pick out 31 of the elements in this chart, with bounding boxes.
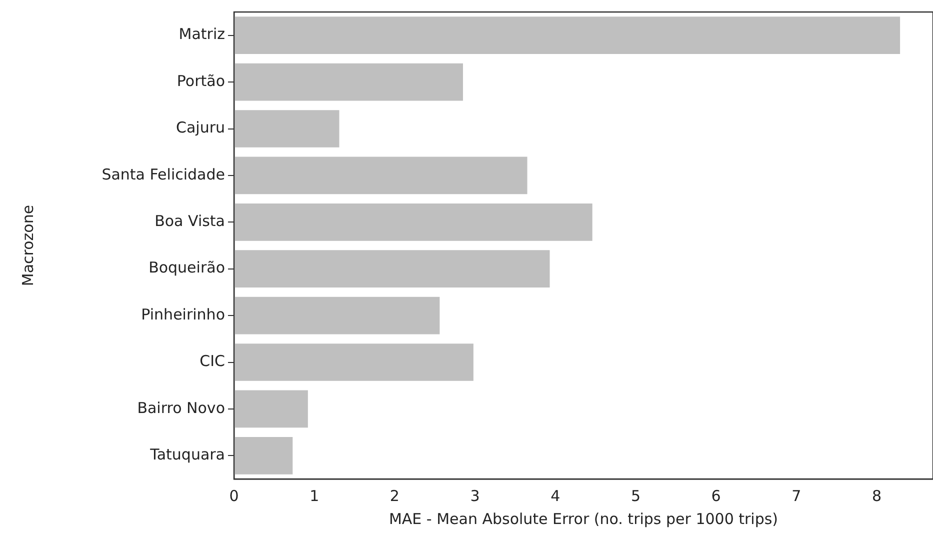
y-tick-label: Boqueirão: [148, 258, 225, 277]
x-tick-label: 3: [470, 486, 480, 505]
x-axis-title: MAE - Mean Absolute Error (no. trips per 1000 trips): [388, 510, 778, 528]
bar: [234, 296, 440, 334]
y-tick-label: Portão: [176, 72, 225, 90]
x-tick-label: 5: [630, 486, 640, 505]
x-tick-label: 2: [390, 486, 400, 505]
bar: [234, 203, 592, 241]
y-tick-label: Boa Vista: [154, 212, 225, 230]
x-tick-label: 7: [792, 486, 802, 505]
y-tick-label: Matriz: [178, 25, 226, 44]
bar: [234, 63, 463, 101]
y-tick-label: Tatuquara: [149, 446, 225, 464]
x-tick-label: 0: [229, 486, 239, 505]
y-axis-title: Macrozone: [18, 204, 37, 286]
x-tick-label: 4: [550, 486, 560, 505]
y-tick-label: Bairro Novo: [137, 398, 225, 417]
bar: [234, 344, 474, 381]
x-tick-label: 8: [872, 486, 882, 505]
bar: [234, 156, 528, 194]
y-tick-label: CIC: [200, 352, 225, 370]
bar: [234, 436, 293, 474]
x-tick-label: 1: [310, 486, 320, 505]
x-tick-label: 6: [711, 486, 721, 505]
bar: [234, 16, 900, 54]
bar: [234, 250, 550, 288]
y-tick-label: Santa Felicidade: [102, 165, 225, 184]
bar: [234, 390, 308, 428]
y-tick-label: Cajuru: [176, 118, 225, 137]
y-tick-label: Pinheirinho: [141, 305, 225, 324]
bar: [234, 110, 340, 148]
